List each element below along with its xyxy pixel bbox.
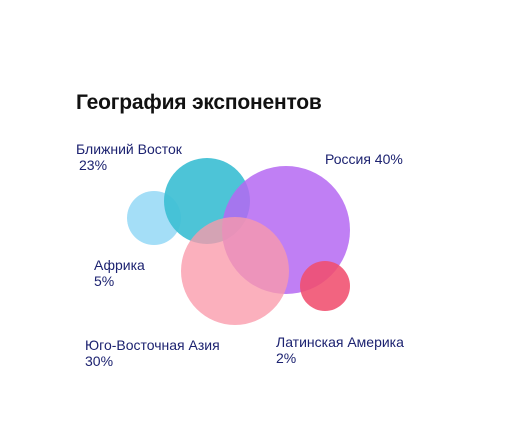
bubble-latin-america <box>300 261 350 311</box>
label-africa-value: 5% <box>94 273 115 289</box>
label-russia: Россия 40% <box>325 151 403 167</box>
chart-title: География экспонентов <box>76 91 322 114</box>
label-middle-east-name: Ближний Восток <box>76 141 182 157</box>
label-africa-name: Африка <box>94 257 145 273</box>
label-latin-america: Латинская Америка 2% <box>276 334 404 366</box>
label-latin-america-value: 2% <box>276 350 297 366</box>
label-middle-east-value: 23% <box>79 157 108 173</box>
label-middle-east: Ближний Восток 23% <box>76 141 182 173</box>
label-latin-america-name: Латинская Америка <box>276 334 404 350</box>
label-africa: Африка 5% <box>94 257 145 289</box>
label-russia-text: Россия 40% <box>325 151 403 167</box>
bubble-southeast-asia <box>181 217 289 325</box>
label-southeast-asia: Юго-Восточная Азия 30% <box>85 337 220 369</box>
label-southeast-asia-value: 30% <box>85 353 114 369</box>
label-southeast-asia-name: Юго-Восточная Азия <box>85 337 220 353</box>
